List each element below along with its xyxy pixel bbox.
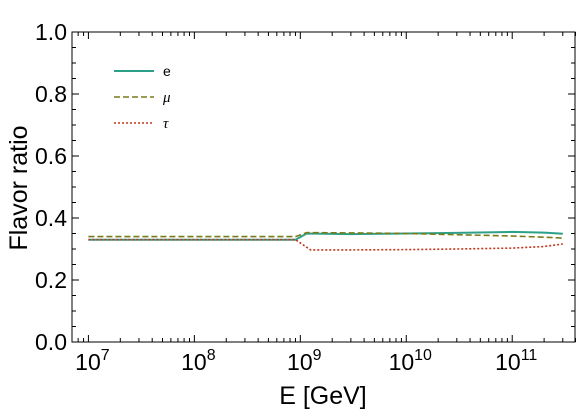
legend-label: e [163, 63, 171, 79]
legend-item-tau: τ [114, 116, 169, 132]
legend-item-e: e [114, 63, 171, 79]
x-axis-ticks: 107 108 109 1010 1011 [71, 32, 576, 375]
tau-series-line [88, 238, 563, 251]
y-tick-label: 1.0 [35, 19, 67, 45]
plot-frame [71, 31, 576, 343]
legend-label: μ [162, 90, 171, 106]
x-tick-label: 109 [287, 347, 322, 375]
y-tick-label: 0.8 [35, 81, 67, 107]
y-tick-label: 0.4 [35, 205, 67, 231]
x-tick-label: 107 [75, 347, 110, 375]
x-tick-label: 1011 [495, 347, 537, 375]
y-tick-label: 0.0 [35, 329, 67, 355]
legend-item-mu: μ [114, 90, 171, 106]
y-axis-ticks: 0.0 0.2 0.4 0.6 0.8 1.0 [35, 19, 575, 355]
y-tick-label: 0.6 [35, 143, 67, 169]
legend-label: τ [163, 116, 169, 132]
x-tick-label: 1010 [389, 347, 432, 375]
y-axis-title: Flavor ratio [5, 125, 33, 250]
x-tick-label: 108 [181, 347, 216, 375]
y-tick-label: 0.2 [35, 267, 67, 293]
plot-area [71, 31, 576, 343]
legend: eμτ [114, 63, 171, 132]
x-axis-title: E [GeV] [279, 382, 367, 410]
mu-series-line [88, 231, 563, 239]
